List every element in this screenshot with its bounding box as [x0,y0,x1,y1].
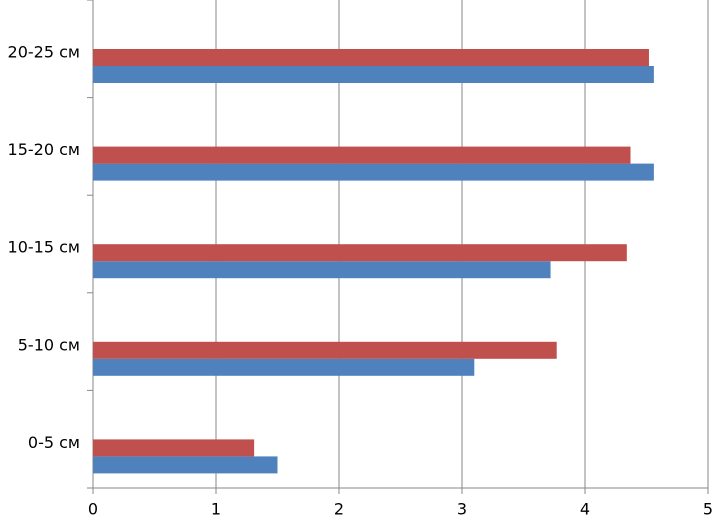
x-tick-label: 0 [88,500,98,519]
y-tick-label: 0-5 см [28,433,80,452]
y-tick-label: 10-15 см [8,238,80,257]
x-tick-label: 2 [334,500,344,519]
bar [93,341,557,359]
x-tick-label: 1 [211,500,221,519]
y-tick-label: 15-20 см [8,140,80,159]
bar [93,244,627,262]
bar [93,49,649,66]
x-tick-label: 3 [457,500,467,519]
y-tick-label: 5-10 см [18,335,80,354]
x-tick-label: 5 [703,500,713,519]
bar [93,358,475,376]
x-tick-label: 4 [580,500,590,519]
y-tick-label: 20-25 см [8,43,80,62]
bar [93,456,278,474]
bar [93,146,631,164]
bar [93,439,255,457]
bar [93,261,551,279]
bar [93,163,654,181]
bar [93,66,654,83]
